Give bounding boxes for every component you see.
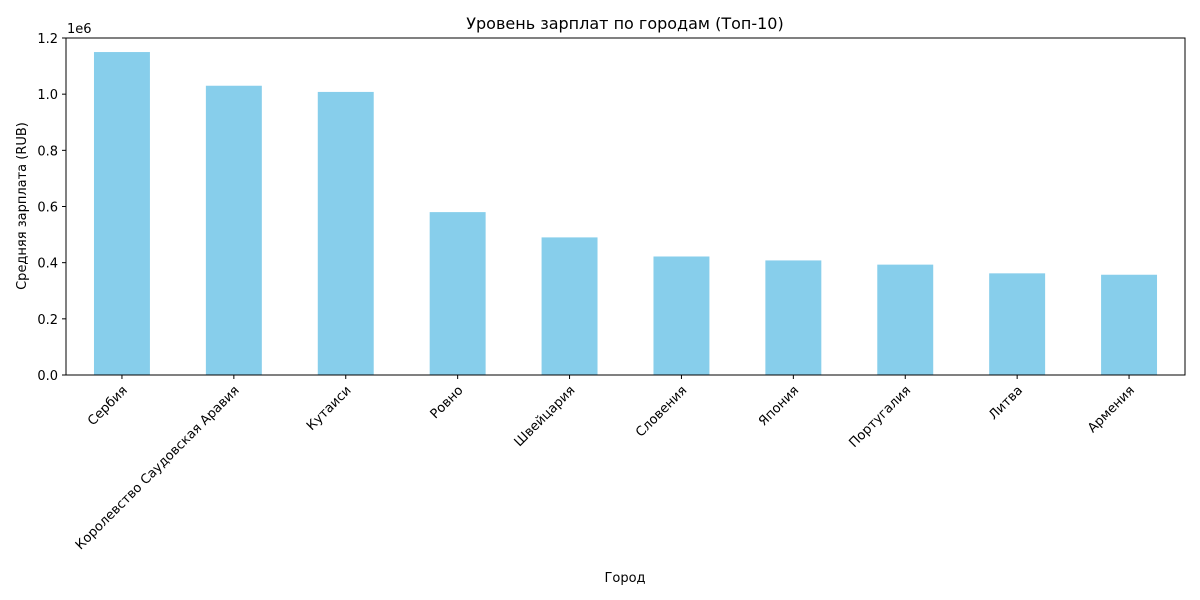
x-axis-label: Город — [604, 571, 645, 586]
bar-5 — [541, 237, 598, 375]
y-tick-label-2: 0.2 — [37, 313, 58, 328]
bar-7 — [765, 260, 822, 375]
plot-frame — [65, 37, 1186, 376]
bar-8 — [877, 264, 934, 375]
x-tick-label-1: Сербия — [85, 383, 131, 429]
bar-9 — [989, 273, 1046, 375]
x-tick-label-7: Япония — [756, 383, 802, 429]
bar-1 — [93, 52, 150, 376]
bars-group — [93, 52, 1158, 376]
y-axis: 0.0 0.2 0.4 0.6 0.8 1.0 1.2 — [37, 32, 66, 384]
x-tick-label-4: Ровно — [428, 383, 467, 422]
x-tick-label-5: Швейцария — [512, 383, 579, 450]
y-axis-label: Средняя зарплата (RUB) — [15, 122, 30, 290]
y-tick-label-6: 1.0 — [37, 88, 58, 103]
y-tick-label-7: 1.2 — [37, 32, 58, 47]
bar-6 — [653, 256, 710, 375]
chart-title: Уровень зарплат по городам (Топ-10) — [466, 14, 783, 33]
x-tick-label-3: Кутаиси — [304, 383, 355, 434]
y-tick-label-5: 0.8 — [37, 144, 58, 159]
y-tick-label-4: 0.6 — [37, 201, 58, 216]
bar-4 — [429, 212, 486, 375]
bar-3 — [317, 91, 374, 376]
y-tick-label-1: 0.0 — [37, 369, 58, 384]
x-tick-label-8: Португалия — [846, 383, 914, 451]
x-tick-label-6: Словения — [633, 383, 690, 440]
y-tick-label-3: 0.4 — [37, 257, 58, 272]
bar-10 — [1101, 274, 1158, 375]
y-scale-label: 1e6 — [67, 22, 92, 37]
x-tick-label-10: Армения — [1085, 383, 1138, 436]
x-tick-label-9: Литва — [986, 383, 1026, 423]
bar-2 — [205, 85, 262, 375]
